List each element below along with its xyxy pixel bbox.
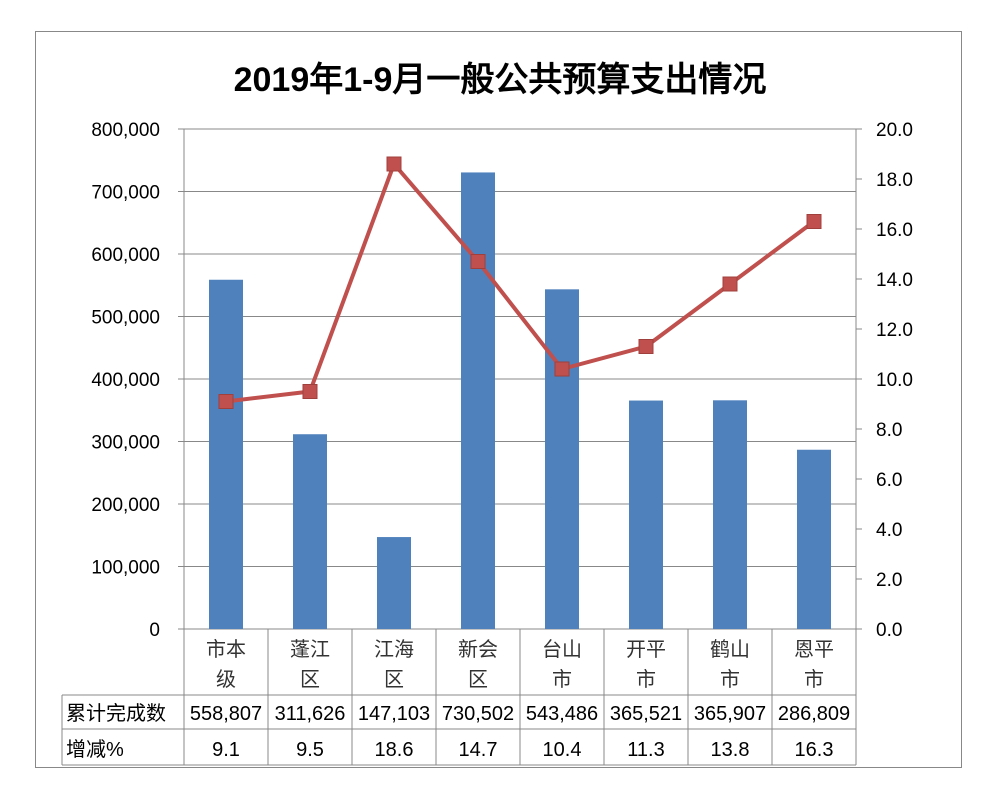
left-tick-label: 400,000: [91, 370, 160, 391]
bar: [629, 400, 663, 629]
right-tick-label: 2.0: [876, 570, 902, 591]
chart-title: 2019年1-9月一般公共预算支出情况: [233, 61, 767, 99]
line-value-cell: 18.6: [375, 739, 414, 761]
bar-value-cell: 543,486: [526, 703, 598, 725]
line-value-cell: 14.7: [459, 739, 498, 761]
left-tick-label: 700,000: [91, 183, 160, 204]
line-value-cell: 10.4: [543, 739, 582, 761]
bar: [377, 537, 411, 629]
line-marker: [470, 254, 486, 269]
bar: [461, 172, 495, 629]
line-value-cell: 11.3: [627, 739, 664, 761]
right-tick-label: 6.0: [876, 470, 902, 491]
category-label: 市: [720, 668, 740, 691]
bar-value-cell: 286,809: [778, 703, 850, 725]
category-label: 区: [384, 669, 404, 691]
category-label: 开平: [626, 639, 666, 661]
category-label: 恩平: [794, 639, 834, 661]
bar: [713, 400, 747, 629]
line-marker: [302, 384, 318, 399]
legend-bar-series: 累计完成数: [66, 702, 166, 725]
bar-value-cell: 365,521: [610, 703, 682, 725]
right-tick-label: 16.0: [876, 220, 913, 241]
category-label: 江海: [374, 638, 414, 661]
bar-value-cell: 365,907: [694, 703, 766, 725]
left-tick-label: 800,000: [91, 120, 160, 141]
bar: [797, 449, 831, 629]
right-tick-label: 12.0: [876, 320, 913, 341]
bar-value-cell: 147,103: [358, 703, 430, 725]
right-tick-label: 0.0: [876, 620, 902, 641]
line-marker: [806, 214, 822, 229]
line-value-cell: 13.8: [711, 739, 750, 761]
line-marker: [386, 156, 402, 172]
left-tick-label: 500,000: [91, 308, 160, 329]
line-series: [225, 160, 816, 404]
category-label: 市: [552, 668, 572, 691]
bar: [209, 279, 243, 629]
right-tick-label: 8.0: [876, 420, 902, 441]
category-label: 区: [300, 669, 320, 691]
line-marker: [638, 339, 654, 354]
left-tick-label: 100,000: [91, 558, 160, 579]
category-label: 市本: [206, 638, 246, 661]
line-value-cell: 16.3: [795, 739, 834, 761]
line-marker: [554, 361, 570, 377]
right-tick-label: 14.0: [876, 270, 913, 291]
category-label: 级: [216, 668, 236, 691]
category-label: 区: [468, 669, 488, 691]
bar-value-cell: 730,502: [442, 703, 514, 725]
right-tick-label: 10.0: [876, 370, 913, 391]
category-label: 鹤山: [710, 638, 750, 661]
category-label: 蓬江: [290, 638, 330, 661]
left-tick-label: 0: [149, 620, 160, 641]
right-tick-label: 18.0: [876, 170, 913, 191]
chart-frame: [35, 31, 962, 768]
line-value-cell: 9.1: [212, 739, 240, 761]
category-label: 新会: [458, 638, 498, 661]
category-label: 市: [636, 668, 656, 691]
right-tick-label: 20.0: [876, 120, 913, 141]
bar-value-cell: 558,807: [190, 703, 262, 725]
right-tick-label: 4.0: [876, 520, 902, 541]
legend-line-series: 增减%: [66, 738, 124, 761]
left-tick-label: 300,000: [91, 433, 160, 454]
bar: [545, 289, 579, 629]
bar: [293, 434, 327, 629]
category-label: 台山: [542, 638, 582, 661]
line-value-cell: 9.5: [296, 739, 324, 761]
line-marker: [722, 276, 738, 292]
category-label: 市: [804, 668, 824, 691]
left-tick-label: 200,000: [91, 495, 160, 516]
left-tick-label: 600,000: [91, 245, 160, 266]
line-marker: [218, 394, 234, 409]
bar-value-cell: 311,626: [275, 703, 346, 725]
